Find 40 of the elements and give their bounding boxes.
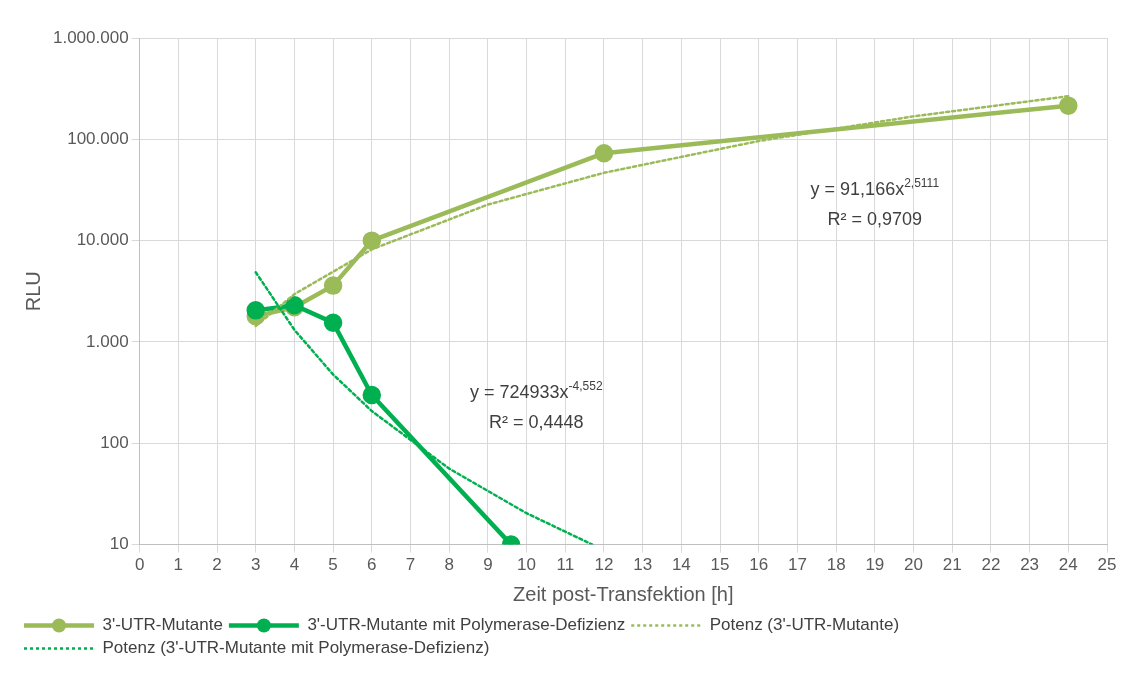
y-tick-label: 100.000 xyxy=(67,129,129,149)
legend-label: Potenz (3'-UTR-Mutante) xyxy=(709,615,900,635)
x-tick-label: 3 xyxy=(250,555,261,575)
x-tick-label: 15 xyxy=(710,555,730,575)
x-tick-label: 12 xyxy=(594,555,614,575)
legend-label: Potenz (3'-UTR-Mutante mit Polymerase-Defizienz) xyxy=(102,638,490,658)
x-tick-label: 2 xyxy=(212,555,222,575)
x-tick-label: 18 xyxy=(826,555,846,575)
x-tick-label: 7 xyxy=(405,555,416,575)
y-axis-title: RLU xyxy=(21,271,44,312)
annotation: R² = 0,9709 xyxy=(827,209,923,230)
x-tick-label: 13 xyxy=(633,555,653,575)
x-axis-title: Zeit post-Transfektion [h] xyxy=(513,582,734,605)
y-tick-label: 100 xyxy=(100,432,129,452)
y-tick-label: 1.000.000 xyxy=(52,27,129,47)
legend-label: 3'-UTR-Mutante xyxy=(102,615,223,635)
x-tick-label: 5 xyxy=(328,555,338,575)
x-tick-label: 22 xyxy=(981,555,1001,575)
x-tick-label: 8 xyxy=(444,555,454,575)
x-tick-label: 23 xyxy=(1020,555,1040,575)
x-tick-label: 11 xyxy=(556,555,575,575)
x-tick-label: 20 xyxy=(904,555,923,575)
x-tick-label: 19 xyxy=(865,555,885,575)
x-tick-label: 6 xyxy=(367,555,377,575)
y-tick-label: 1.000 xyxy=(86,331,129,351)
x-tick-label: 21 xyxy=(942,555,962,575)
x-tick-label: 1 xyxy=(173,555,184,575)
x-tick-label: 17 xyxy=(787,555,807,575)
legend-label: 3'-UTR-Mutante mit Polymerase-Defizienz xyxy=(307,615,626,635)
x-tick-label: 0 xyxy=(134,555,145,575)
x-tick-label: 16 xyxy=(749,555,769,575)
x-tick-label: 24 xyxy=(1058,555,1078,575)
x-tick-label: 14 xyxy=(671,555,691,575)
annotation: R² = 0,4448 xyxy=(488,411,584,432)
x-tick-label: 4 xyxy=(289,555,300,575)
y-tick-label: 10 xyxy=(109,534,129,554)
x-tick-label: 9 xyxy=(483,555,493,575)
x-tick-label: 25 xyxy=(1097,555,1117,575)
y-tick-label: 10.000 xyxy=(76,230,129,250)
x-tick-label: 10 xyxy=(517,555,537,575)
